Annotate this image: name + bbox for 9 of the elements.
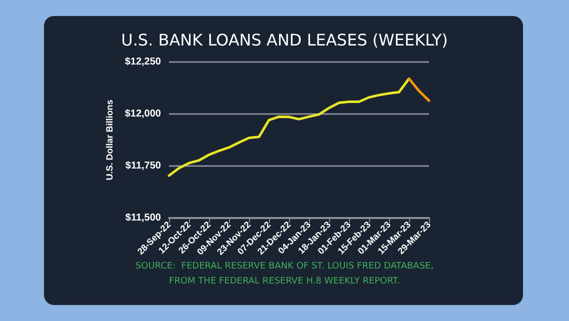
- y-tick-label: $11,750: [125, 160, 162, 172]
- y-axis-title: U.S. Dollar Billions: [104, 100, 114, 180]
- y-tick-label: $12,250: [124, 56, 162, 68]
- text: FROM THE FEDERAL RESERVE H.8 WEEKLY REPORT.: [169, 276, 400, 286]
- y-tick-label: $11,500: [125, 212, 162, 224]
- chart-title: U.S. BANK LOANS AND LEASES (WEEKLY): [121, 30, 448, 50]
- y-tick-label: $12,000: [124, 108, 162, 120]
- line-series: [168, 77, 410, 177]
- source-note: SOURCE: FEDERAL RESERVE BANK OF ST. LOUIS FRED DATABASE,: [135, 262, 434, 272]
